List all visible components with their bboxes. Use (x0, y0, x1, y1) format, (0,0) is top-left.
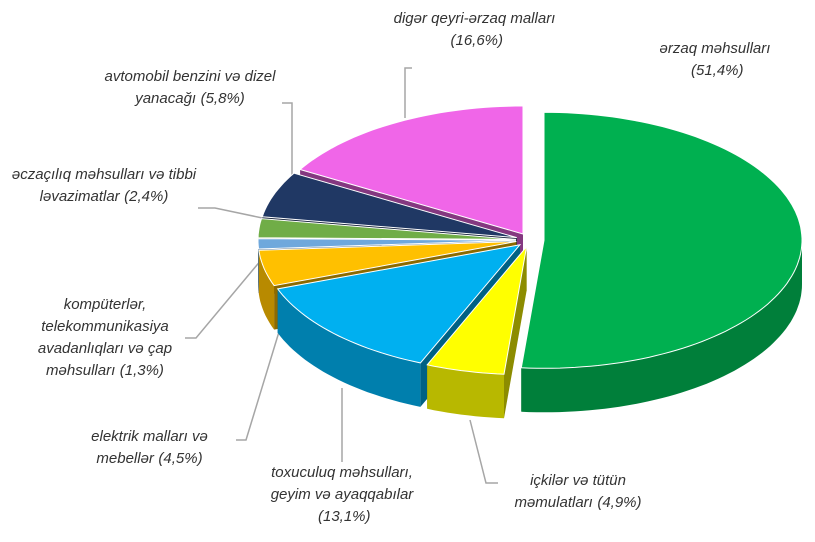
leader-lines (185, 67, 498, 484)
slice (299, 105, 524, 235)
slice (520, 111, 803, 369)
value-label: (5,8%) (200, 90, 245, 107)
category-name: toxuculuq məhsulları, geyim və ayaqqabıl… (270, 464, 414, 503)
slice (258, 241, 517, 287)
slice (261, 172, 517, 239)
slice-label: elektrik malları və mebellər (4,5%) (62, 426, 237, 470)
value-label: (13,1%) (317, 508, 371, 525)
slice (257, 238, 517, 250)
slice-wall (258, 250, 275, 330)
leader-line (236, 321, 283, 441)
slice-label: kompüterlər, telekommunikasiya avadanlıq… (20, 294, 190, 382)
slice-label: digər qeyri-ərzaq malları (16,6%) (392, 8, 557, 52)
slice-label: ərzaq məhsulları (51,4%) (640, 38, 790, 82)
value-label: (51,4%) (690, 62, 744, 79)
slice-wall (258, 240, 259, 293)
value-label: (1,3%) (119, 362, 164, 379)
value-label: (2,4%) (124, 188, 169, 205)
category-name: avtomobil benzini və dizel yanacağı (104, 68, 276, 107)
category-name: kompüterlər, telekommunikasiya avadanlıq… (37, 296, 173, 379)
category-name: digər qeyri-ərzaq malları (393, 10, 556, 27)
value-label: (16,6%) (450, 32, 504, 49)
leader-line (469, 419, 498, 484)
value-label: (4,9%) (597, 494, 642, 511)
slice-label: əczaçılıq məhsulları və tibbi ləvazimatl… (10, 164, 198, 208)
slice-wall (277, 288, 421, 407)
slice-wall (427, 364, 504, 419)
slice-label: içkilər və tütün məmulatları (4,9%) (498, 470, 658, 514)
category-name: elektrik malları və mebellər (91, 428, 208, 467)
category-name: əczaçılıq məhsulları və tibbi ləvazimatl… (11, 166, 197, 205)
slice (276, 244, 522, 364)
slice-label: toxuculuq məhsulları, geyim və ayaqqabıl… (262, 462, 422, 528)
leader-line (282, 102, 293, 182)
slice-label: avtomobil benzini və dizel yanacağı (5,8%… (92, 66, 288, 110)
slice-wall (521, 240, 802, 413)
leader-line (198, 207, 273, 221)
slice (426, 244, 528, 375)
slice (257, 218, 517, 240)
value-label: (4,5%) (158, 450, 203, 467)
leader-line (185, 246, 273, 339)
slices (257, 105, 803, 419)
category-name: içkilər və tütün məmulatları (514, 472, 626, 511)
category-name: ərzaq məhsulları (659, 40, 771, 57)
leader-line (404, 67, 412, 118)
